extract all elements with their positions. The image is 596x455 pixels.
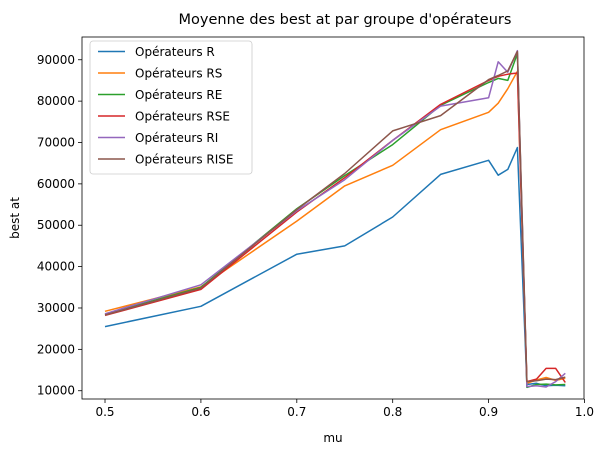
series-line-5 bbox=[104, 50, 566, 383]
plot-frame bbox=[81, 36, 585, 400]
legend: Opérateurs R Opérateurs RS Opérateurs RE Op… bbox=[89, 40, 253, 175]
legend-entry: Opérateurs RE bbox=[135, 88, 222, 102]
y-tick-label: 10000 bbox=[37, 384, 75, 398]
legend-box bbox=[89, 40, 253, 175]
legend-entry: Opérateurs RS bbox=[135, 67, 222, 81]
y-tick-label: 80000 bbox=[37, 94, 75, 108]
y-axis: 10000 20000 30000 40000 50000 60000 70000 80000… bbox=[37, 53, 82, 398]
series-lines bbox=[104, 49, 566, 389]
y-tick-label: 70000 bbox=[37, 135, 75, 149]
x-tick-label: 0.7 bbox=[287, 405, 306, 419]
series-line-1 bbox=[104, 70, 566, 385]
x-axis: 0.5 0.6 0.7 0.8 0.9 1.0 bbox=[95, 399, 594, 419]
legend-entry: Opérateurs RI bbox=[135, 131, 218, 145]
y-tick-label: 50000 bbox=[37, 218, 75, 232]
series-line-0 bbox=[104, 146, 566, 387]
y-tick-label: 20000 bbox=[37, 342, 75, 356]
x-tick-label: 1.0 bbox=[575, 405, 594, 419]
x-tick-label: 0.8 bbox=[383, 405, 402, 419]
legend-entry: Opérateurs RISE bbox=[135, 153, 234, 167]
x-tick-label: 0.9 bbox=[479, 405, 498, 419]
y-tick-label: 40000 bbox=[37, 260, 75, 274]
x-tick-label: 0.5 bbox=[95, 405, 114, 419]
chart-title: Moyenne des best at par groupe d'opérate… bbox=[179, 12, 512, 28]
series-line-4 bbox=[104, 49, 566, 388]
y-axis-label: best at bbox=[8, 197, 22, 239]
legend-entry: Opérateurs RSE bbox=[135, 110, 230, 124]
y-tick-label: 90000 bbox=[37, 53, 75, 67]
legend-entry: Opérateurs R bbox=[135, 45, 215, 59]
x-tick-label: 0.6 bbox=[191, 405, 210, 419]
y-tick-label: 60000 bbox=[37, 177, 75, 191]
x-axis-label: mu bbox=[323, 431, 342, 445]
y-tick-label: 30000 bbox=[37, 301, 75, 315]
